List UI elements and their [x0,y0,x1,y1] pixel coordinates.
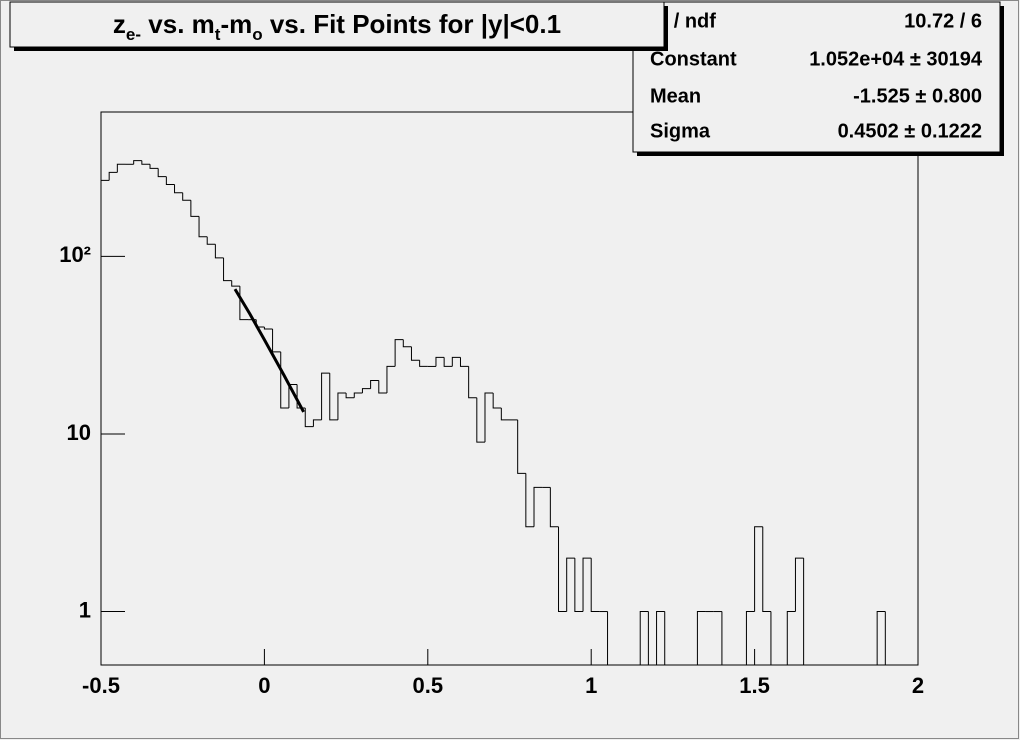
hist-bin [803,558,812,666]
hist-bin [263,327,273,330]
x-tick-label: -0.5 [82,673,120,698]
title-box [9,1,665,48]
hist-bin [190,200,200,217]
hist-bin [394,339,404,367]
title-part: -m [220,9,252,39]
title-part: t [215,25,221,44]
hist-bin [174,184,183,194]
hist-bin [304,408,314,428]
hist-bin [198,216,208,238]
hist-bin [762,526,771,613]
hist-bin [321,372,330,420]
y-tick-label: 10 [67,420,91,445]
hist-bin [149,164,159,169]
stats-value: 0.4502 ± 0.1222 [838,120,982,142]
hist-bin [484,392,494,443]
title-part: vs. m [141,9,215,39]
hist-bin [165,176,175,185]
hist-bin [182,192,191,201]
hist-bin [459,357,469,367]
stats-box [632,1,1001,153]
fit-line [233,288,305,413]
frame [100,111,919,666]
hist-bin [410,346,420,361]
hist-bin [754,526,763,612]
chart-title: ze- vs. mt-mo vs. Fit Points for |y|<0.1 [113,9,561,44]
hist-bin [435,356,445,367]
hist-bin [386,365,396,394]
x-tick-label: 0.5 [413,673,444,698]
hist-bin [419,360,428,367]
title-part: vs. Fit Points for |y|<0.1 [263,9,561,39]
hist-bin [353,392,363,398]
y-tick-label: 1 [79,597,91,622]
hist-bin [574,558,584,613]
stats-label: Mean [650,85,701,107]
hist-bin [141,160,151,165]
hist-bin [443,357,453,367]
hist-bin [696,611,706,665]
hist-bin [476,397,485,443]
hist-bin [533,486,543,527]
stats-value: 1.052e+04 ± 30194 [809,48,983,70]
hist-bin [361,388,371,394]
hist-bin [223,257,232,282]
title-part: z [113,9,126,39]
x-tick-label: 0 [258,673,270,698]
hist-bin [786,611,796,665]
hist-bin [214,244,224,259]
hist-bin [566,557,575,612]
hist-bin [517,419,526,474]
hist-bin [206,236,216,245]
hist-bin [582,557,592,612]
hist-bin [558,526,567,613]
hist-bin [664,611,673,666]
hist-bin [402,339,412,348]
hist-bin [639,611,649,665]
hist-bin [468,366,477,399]
plot: -0.5 0 0.5 1 1.5 2 1 10 10² [59,160,924,698]
hist-bin [500,408,510,421]
hist-bin [647,611,657,666]
stats-value: 10.72 / 6 [904,10,982,32]
x-tick-label: 2 [912,673,924,698]
hist-bin [312,419,322,427]
hist-bin [607,611,616,666]
hist-bin [794,557,804,612]
stats-value: -1.525 ± 0.800 [853,85,982,107]
hist-bin [100,179,110,665]
hist-bin [745,611,755,665]
hist-bin [133,160,142,165]
hist-bin [337,392,347,420]
hist-bin [157,168,167,178]
hist-bin [329,373,338,421]
hist-bin [876,611,886,665]
hist-bin [492,393,502,409]
hist-bin [116,163,126,173]
y-tick-label: 10² [59,242,91,267]
hist-bin [108,171,118,181]
hist-bin [884,611,894,666]
hist-bin [370,379,379,389]
hist-bin [770,611,780,666]
hist-bin [656,611,665,665]
title-part: e- [126,25,141,44]
hist-bin [231,280,240,287]
title-part: o [252,25,262,44]
hist-bin [549,487,559,528]
stats-label: Sigma [650,120,711,142]
x-tick-label: 1 [585,673,597,698]
hist-bin [345,393,355,399]
hist-bin [590,558,600,613]
stats-label: Constant [650,48,737,70]
hist-bin [525,473,535,528]
hist-bin [451,356,461,367]
hist-bin [721,611,731,666]
hist-bin [378,380,387,394]
x-tick-label: 1.5 [739,673,770,698]
